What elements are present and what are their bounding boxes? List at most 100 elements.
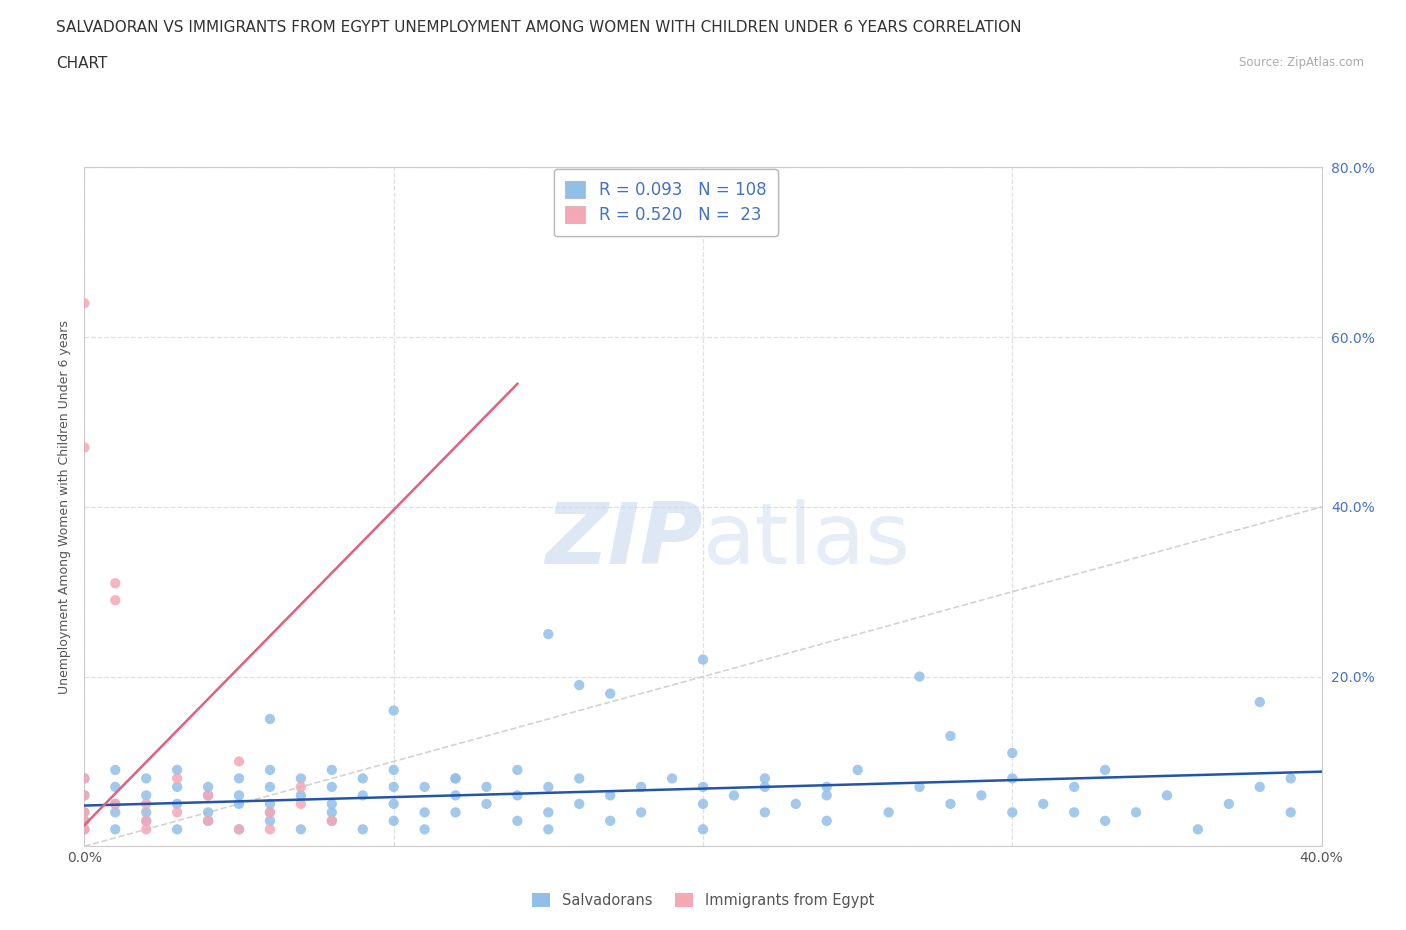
Point <box>692 822 714 837</box>
Point <box>166 796 188 811</box>
Point <box>73 788 96 803</box>
Point <box>321 805 343 820</box>
Point <box>73 805 96 820</box>
Point <box>815 788 838 803</box>
Point <box>599 788 621 803</box>
Point <box>259 814 281 829</box>
Point <box>444 805 467 820</box>
Point <box>661 771 683 786</box>
Point <box>692 779 714 794</box>
Point <box>259 711 281 726</box>
Point <box>352 822 374 837</box>
Point <box>135 822 157 837</box>
Point <box>104 592 127 607</box>
Point <box>73 771 96 786</box>
Point <box>444 771 467 786</box>
Point <box>382 763 405 777</box>
Point <box>537 627 560 642</box>
Point <box>197 814 219 829</box>
Point <box>846 763 869 777</box>
Point <box>1094 763 1116 777</box>
Point <box>228 788 250 803</box>
Point <box>197 805 219 820</box>
Point <box>1001 771 1024 786</box>
Point <box>166 805 188 820</box>
Point <box>73 814 96 829</box>
Point <box>104 805 127 820</box>
Point <box>259 779 281 794</box>
Point <box>290 788 312 803</box>
Point <box>382 703 405 718</box>
Point <box>135 814 157 829</box>
Point <box>1279 771 1302 786</box>
Point <box>321 763 343 777</box>
Point <box>506 788 529 803</box>
Point <box>382 814 405 829</box>
Point <box>568 678 591 693</box>
Point <box>104 796 127 811</box>
Point <box>568 796 591 811</box>
Point <box>166 771 188 786</box>
Point <box>382 779 405 794</box>
Point <box>73 771 96 786</box>
Point <box>815 779 838 794</box>
Point <box>352 788 374 803</box>
Point <box>321 814 343 829</box>
Point <box>970 788 993 803</box>
Point <box>1249 779 1271 794</box>
Point <box>259 805 281 820</box>
Point <box>73 805 96 820</box>
Point <box>877 805 900 820</box>
Point <box>475 779 498 794</box>
Point <box>475 796 498 811</box>
Point <box>104 796 127 811</box>
Point <box>290 771 312 786</box>
Point <box>259 805 281 820</box>
Point <box>785 796 807 811</box>
Point <box>166 779 188 794</box>
Point <box>104 763 127 777</box>
Point <box>228 771 250 786</box>
Point <box>599 814 621 829</box>
Point <box>1279 805 1302 820</box>
Point <box>104 822 127 837</box>
Point <box>73 814 96 829</box>
Point <box>197 814 219 829</box>
Point <box>599 686 621 701</box>
Point <box>1187 822 1209 837</box>
Point <box>197 788 219 803</box>
Text: SALVADORAN VS IMMIGRANTS FROM EGYPT UNEMPLOYMENT AMONG WOMEN WITH CHILDREN UNDER: SALVADORAN VS IMMIGRANTS FROM EGYPT UNEM… <box>56 20 1022 35</box>
Point <box>197 788 219 803</box>
Text: ZIP: ZIP <box>546 499 703 582</box>
Point <box>692 796 714 811</box>
Point <box>1094 814 1116 829</box>
Point <box>444 788 467 803</box>
Text: atlas: atlas <box>703 499 911 582</box>
Point <box>413 779 436 794</box>
Point <box>630 805 652 820</box>
Point <box>321 796 343 811</box>
Point <box>228 822 250 837</box>
Point <box>135 805 157 820</box>
Point <box>1063 805 1085 820</box>
Point <box>290 822 312 837</box>
Point <box>537 822 560 837</box>
Point <box>939 796 962 811</box>
Legend: Salvadorans, Immigrants from Egypt: Salvadorans, Immigrants from Egypt <box>526 886 880 913</box>
Point <box>537 805 560 820</box>
Point <box>568 771 591 786</box>
Point <box>908 779 931 794</box>
Point <box>73 788 96 803</box>
Point <box>290 779 312 794</box>
Text: Source: ZipAtlas.com: Source: ZipAtlas.com <box>1239 56 1364 69</box>
Point <box>166 822 188 837</box>
Legend: R = 0.093   N = 108, R = 0.520   N =  23: R = 0.093 N = 108, R = 0.520 N = 23 <box>554 169 778 236</box>
Y-axis label: Unemployment Among Women with Children Under 6 years: Unemployment Among Women with Children U… <box>58 320 72 694</box>
Point <box>1001 805 1024 820</box>
Point <box>135 771 157 786</box>
Point <box>815 814 838 829</box>
Point <box>290 796 312 811</box>
Point <box>104 576 127 591</box>
Text: CHART: CHART <box>56 56 108 71</box>
Point <box>444 771 467 786</box>
